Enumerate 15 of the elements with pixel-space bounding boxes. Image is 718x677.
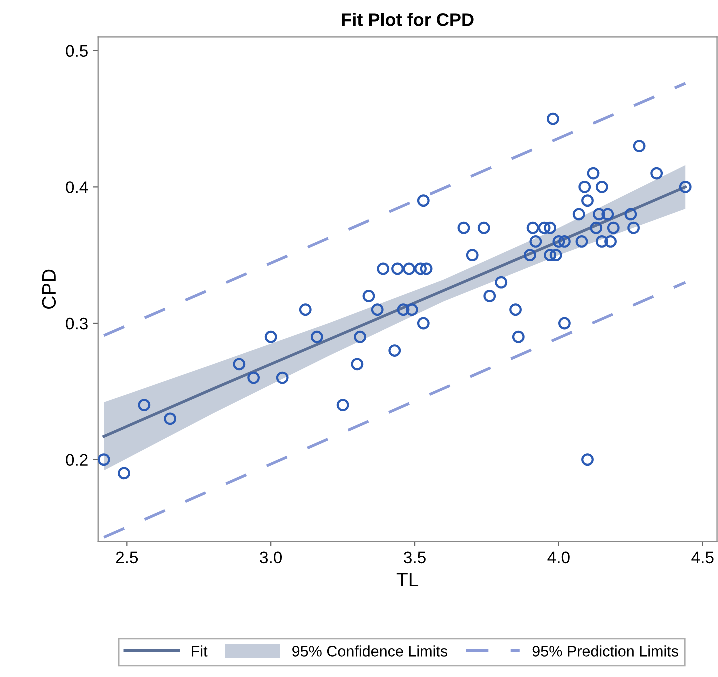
legend-label: Fit [192, 646, 208, 657]
y-tick-label: 0.4 [66, 182, 88, 194]
x-axis-title: TL [396, 573, 419, 587]
x-tick-label: 2.5 [116, 552, 138, 564]
y-axis-title: CPD [42, 270, 56, 309]
y-tick-label: 0.3 [66, 318, 88, 330]
x-tick-label: 3.0 [260, 552, 282, 564]
x-tick-label: 4.5 [692, 552, 714, 564]
text: 95% Confidence Limits [292, 646, 448, 657]
x-tick-label: 4.0 [548, 552, 570, 564]
chart-title: Fit Plot for CPD [342, 13, 474, 26]
legend-label: 95% Prediction Limits [532, 646, 678, 657]
x-tick-label: 3.5 [404, 552, 426, 564]
y-tick-label: 0.2 [66, 454, 88, 466]
y-tick-label: 0.5 [66, 45, 88, 58]
